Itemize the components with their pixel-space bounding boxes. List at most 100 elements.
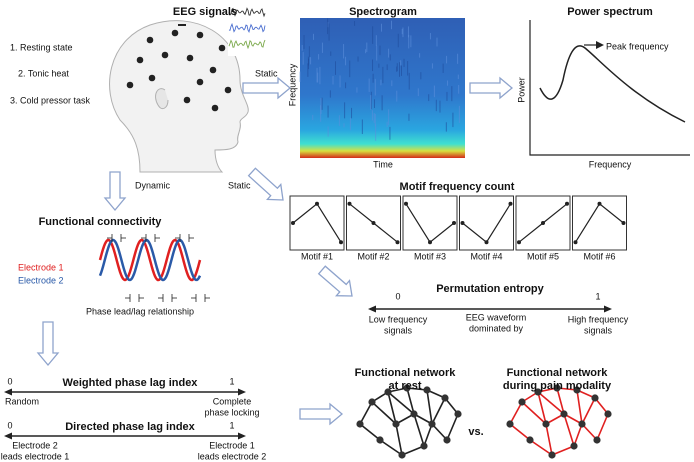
- network-edge: [359, 423, 381, 441]
- electrode: [218, 44, 226, 52]
- flow-arrow: [247, 167, 284, 201]
- scale-mid: EEG waveform: [466, 312, 527, 322]
- network-edge: [509, 401, 523, 425]
- network-node: [518, 398, 526, 406]
- network-node: [376, 436, 384, 444]
- motif-point: [597, 201, 602, 206]
- network-edge: [596, 413, 609, 441]
- signal: [228, 39, 266, 50]
- head: [109, 20, 249, 173]
- motif-title: Motif frequency count: [400, 181, 515, 193]
- network-node: [591, 394, 599, 402]
- network-node: [368, 398, 376, 406]
- motif-point: [541, 221, 545, 225]
- axes: [529, 20, 690, 156]
- network-edge: [401, 445, 425, 456]
- condition: 2. Tonic heat: [18, 68, 69, 78]
- network-node: [526, 436, 534, 444]
- arrow-label: Static: [228, 180, 251, 190]
- electrode: [186, 54, 194, 62]
- scale-max: 1: [229, 376, 234, 386]
- pe-title: Permutation entropy: [436, 283, 544, 295]
- condition: 3. Cold pressor task: [10, 95, 91, 105]
- signal: [228, 22, 266, 33]
- motif-point: [315, 201, 319, 206]
- motif-label: Motif #6: [583, 251, 615, 261]
- flow-arrow: [317, 265, 353, 297]
- legend: Electrode 2: [18, 275, 64, 285]
- wpli-title: Weighted phase lag index: [63, 377, 199, 389]
- network-node: [428, 420, 436, 428]
- network-edge: [387, 391, 415, 415]
- network-node: [542, 420, 550, 428]
- motif-label: Motif #3: [414, 251, 446, 261]
- annotation: Peak frequency: [606, 41, 669, 51]
- network-edge: [446, 413, 459, 441]
- motif-point: [339, 240, 343, 245]
- motif-point: [428, 240, 432, 245]
- power-curve: [539, 45, 686, 123]
- network-edge: [537, 391, 547, 425]
- peak-arrowhead: [596, 41, 604, 49]
- motif-point: [621, 221, 626, 225]
- axis-label: Frequency: [287, 63, 297, 106]
- scale-head: [4, 388, 12, 396]
- condition: 1. Resting state: [10, 42, 73, 52]
- scale-high: Electrode 1: [209, 440, 255, 450]
- network-node: [441, 394, 449, 402]
- illustrations: [4, 4, 690, 459]
- scale-low: Low frequency: [369, 314, 428, 324]
- network-edge: [545, 423, 553, 456]
- scale-low: leads electrode 1: [1, 451, 70, 461]
- network-node: [403, 384, 411, 392]
- electrode: [209, 66, 217, 74]
- motif-point: [460, 221, 465, 225]
- motif-label: Motif #4: [470, 251, 502, 261]
- dpli-title: Directed phase lag index: [65, 421, 195, 433]
- network-edge: [551, 445, 575, 456]
- axis-label: Frequency: [589, 159, 632, 169]
- arrow-label: Dynamic: [135, 180, 171, 190]
- network-edge: [581, 423, 598, 441]
- network-edge: [509, 423, 531, 441]
- electrode: [196, 78, 204, 86]
- network-edge: [423, 423, 433, 447]
- scale-head: [238, 432, 246, 440]
- network-edge: [537, 391, 565, 415]
- network-node: [593, 436, 601, 444]
- network-edge: [406, 387, 415, 415]
- electrode: [171, 29, 179, 37]
- network-edge: [379, 439, 403, 456]
- electrode: [148, 74, 156, 82]
- flow-arrow: [103, 171, 127, 212]
- scale-high: High frequency: [568, 314, 629, 324]
- motif-point: [395, 240, 400, 245]
- network-edge: [371, 401, 397, 425]
- network-edge: [573, 423, 583, 447]
- motif-label: Motif #5: [527, 251, 559, 261]
- network-title: during pain modality: [503, 380, 612, 392]
- network-edge: [576, 389, 583, 425]
- network-edge: [581, 397, 596, 425]
- wave: [98, 238, 202, 282]
- network-edge: [431, 397, 446, 425]
- network-node: [506, 420, 514, 428]
- scale-min: 0: [7, 420, 12, 430]
- network-title: at rest: [388, 380, 421, 392]
- scale-high: leads electrode 2: [198, 451, 267, 461]
- scale-low: Electrode 2: [12, 440, 58, 450]
- vs: vs.: [468, 426, 483, 438]
- scale-min: 0: [395, 291, 400, 301]
- network-node: [573, 386, 581, 394]
- scale-high: Complete: [213, 396, 252, 406]
- network-edge: [563, 413, 575, 447]
- network-node: [560, 410, 568, 418]
- network-node: [356, 420, 364, 428]
- network-edge: [556, 387, 565, 415]
- power-title: Power spectrum: [567, 6, 653, 18]
- flow-arrow: [299, 402, 344, 426]
- network-node: [420, 442, 428, 450]
- network-edge: [359, 401, 373, 425]
- signal: [228, 7, 266, 18]
